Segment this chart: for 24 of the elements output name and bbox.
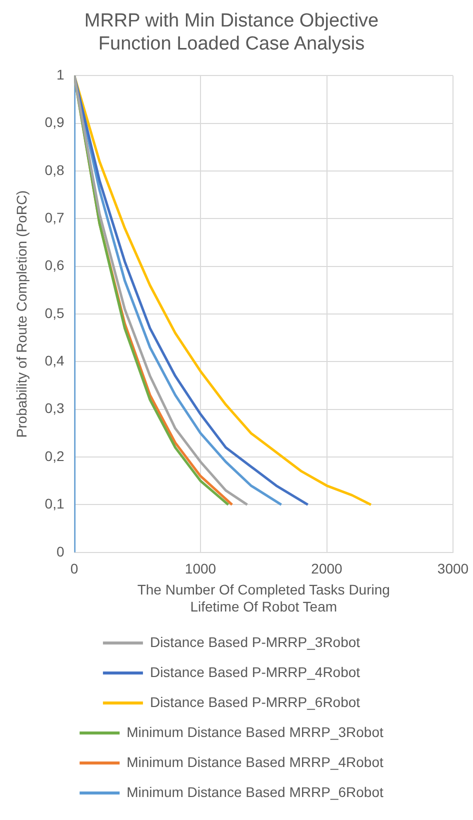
y-tick-label: 0,7: [44, 210, 64, 226]
x-tick-label: 2000: [311, 560, 343, 576]
y-tick-label: 0: [56, 543, 64, 560]
x-tick-label: 3000: [437, 560, 469, 576]
y-tick-label: 0,2: [44, 448, 64, 464]
y-tick-label: 0,9: [44, 114, 64, 130]
y-axis-title: Probability of Route Completion (PoRC): [13, 190, 30, 438]
x-axis-title: The Number Of Completed Tasks During Lifetime Of Robot Team: [137, 582, 390, 614]
y-tick-label: 0,1: [44, 496, 64, 512]
y-tick-label: 1: [56, 66, 64, 82]
y-tick-label: 0,3: [44, 400, 64, 416]
legend-label: Minimum Distance Based MRRP_4Robot: [126, 754, 384, 770]
legend-label: Minimum Distance Based MRRP_3Robot: [126, 724, 384, 740]
legend-label: Distance Based P-MRRP_6Robot: [150, 694, 360, 710]
x-tick-label: 0: [70, 560, 78, 576]
legend-label: Distance Based P-MRRP_4Robot: [150, 664, 360, 680]
x-tick-label: 1000: [184, 560, 216, 576]
y-tick-label: 0,4: [44, 352, 64, 369]
y-tick-label: 0,8: [44, 162, 64, 178]
chart-title: MRRP with Min Distance Objective Function Loaded Case Analysis: [84, 10, 379, 54]
legend-label: Distance Based P-MRRP_3Robot: [150, 634, 360, 650]
y-tick-label: 0,6: [44, 257, 64, 274]
legend-label: Minimum Distance Based MRRP_6Robot: [126, 784, 384, 800]
y-tick-label: 0,5: [44, 304, 64, 321]
